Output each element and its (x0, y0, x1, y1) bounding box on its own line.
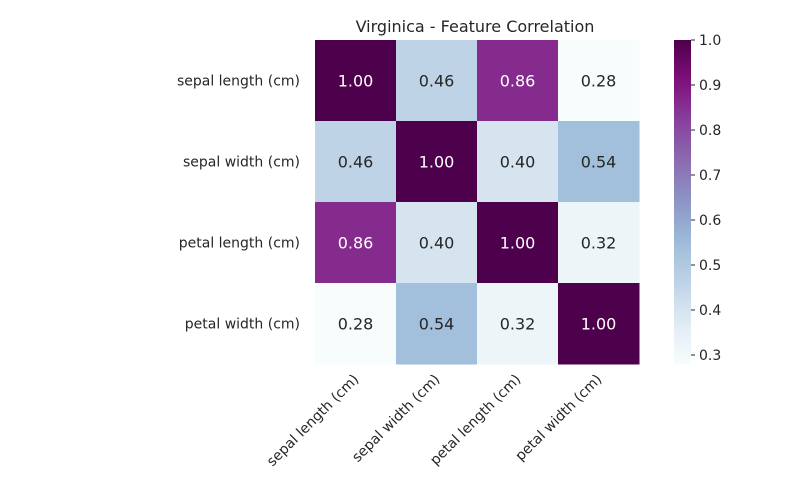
heatmap-cell (477, 283, 559, 365)
colorbar-tick-label: 0.4 (699, 303, 721, 319)
column-tick-labels: sepal length (cm)sepal width (cm)petal l… (264, 372, 605, 470)
cell-value-label: 0.54 (581, 153, 617, 172)
colorbar-tick-label: 0.7 (699, 168, 721, 184)
heatmap-cell (315, 40, 397, 122)
heatmap-cell (396, 202, 478, 284)
cell-value-label: 0.40 (500, 153, 536, 172)
cell-value-label: 1.00 (581, 315, 617, 334)
row-tick-label: sepal width (cm) (183, 155, 300, 171)
heatmap-cell (558, 121, 640, 203)
cell-value-label: 0.32 (500, 315, 536, 334)
cell-value-label: 1.00 (500, 234, 536, 253)
column-tick-label: petal length (cm) (427, 372, 524, 469)
cell-value-label: 0.28 (338, 315, 374, 334)
cell-value-label: 0.54 (419, 315, 455, 334)
colorbar-tick-label: 0.5 (699, 258, 721, 274)
heatmap-cell (477, 121, 559, 203)
heatmap-cell (315, 202, 397, 284)
colorbar-gradient (674, 40, 691, 364)
cell-value-label: 0.28 (581, 72, 617, 91)
heatmap-cell (558, 283, 640, 365)
cell-value-label: 0.46 (338, 153, 374, 172)
chart-title: Virginica - Feature Correlation (356, 17, 595, 36)
colorbar-tick-label: 0.6 (699, 213, 721, 229)
cell-value-label: 0.40 (419, 234, 455, 253)
cell-value-label: 0.86 (500, 72, 536, 91)
heatmap-cell (477, 40, 559, 122)
cell-value-label: 0.86 (338, 234, 374, 253)
row-tick-labels: sepal length (cm) sepal width (cm) petal l… (177, 74, 300, 333)
row-tick-label: petal width (cm) (185, 317, 300, 333)
heatmap-cell (558, 40, 640, 122)
heatmap-cell (315, 121, 397, 203)
cell-value-label: 1.00 (419, 153, 455, 172)
cell-value-label: 0.32 (581, 234, 617, 253)
row-tick-label: petal length (cm) (179, 236, 300, 252)
heatmap-value-labels: 1.00 0.46 0.86 0.28 0.46 1.00 0.40 0.54 0.86 0.40… (338, 72, 617, 334)
colorbar-tick-label: 1.0 (699, 33, 721, 49)
colorbar-tick-label: 0.9 (699, 78, 721, 94)
heatmap-cell (396, 40, 478, 122)
heatmap-cell (477, 202, 559, 284)
heatmap-cells (315, 40, 640, 365)
heatmap-cell (396, 283, 478, 365)
heatmap-cell (396, 121, 478, 203)
row-tick-label: sepal length (cm) (177, 74, 300, 90)
heatmap-cell (315, 283, 397, 365)
colorbar: 0.3 0.4 0.5 0.6 0.7 0.8 0.9 1.0 (674, 33, 721, 364)
column-tick-label: sepal width (cm) (349, 372, 443, 466)
colorbar-tick-label: 0.8 (699, 123, 721, 139)
cell-value-label: 1.00 (338, 72, 374, 91)
column-tick-label: petal width (cm) (513, 372, 606, 465)
column-tick-label: sepal length (cm) (264, 372, 362, 470)
cell-value-label: 0.46 (419, 72, 455, 91)
heatmap-cell (558, 202, 640, 284)
colorbar-tick-label: 0.3 (699, 348, 721, 364)
